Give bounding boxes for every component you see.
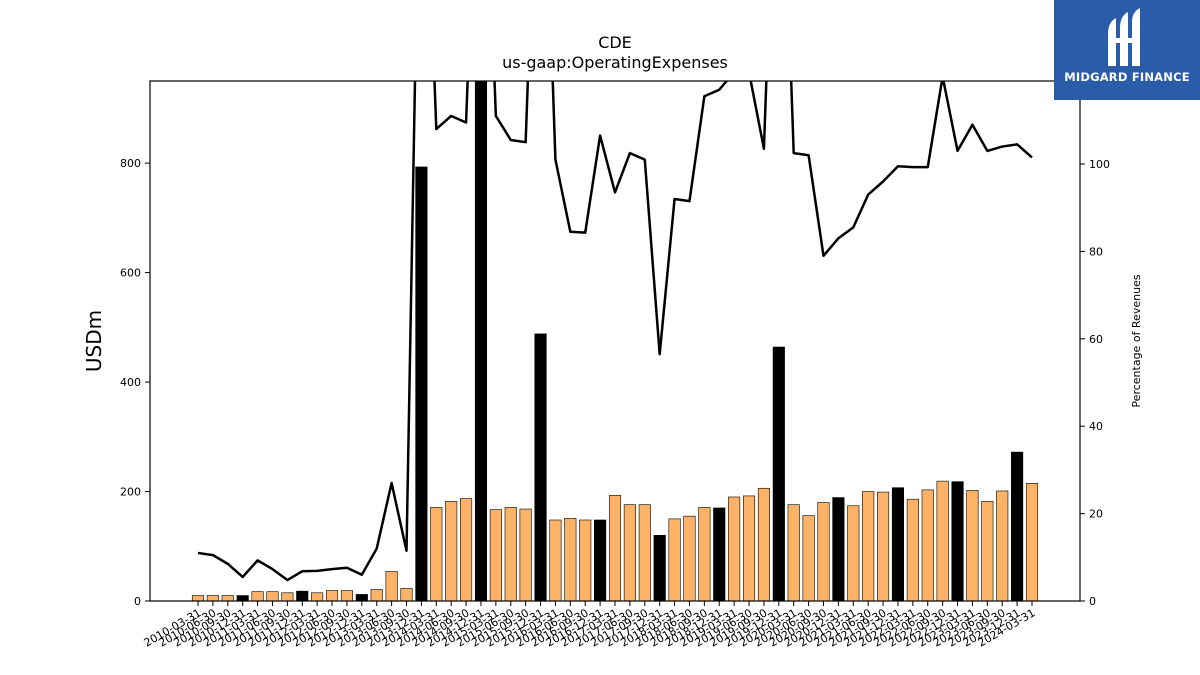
bar (951, 481, 964, 601)
y2-tick-label: 40 (1089, 420, 1103, 433)
bar (340, 590, 353, 601)
logo-text: MIDGARD FINANCE (1064, 70, 1190, 84)
bar (683, 515, 696, 601)
y2-tick-label: 20 (1089, 508, 1103, 521)
bar (296, 590, 309, 601)
y-tick-label: 200 (120, 486, 141, 499)
logo: MIDGARD FINANCE (1054, 0, 1200, 100)
bar (668, 518, 681, 601)
bar (474, 81, 488, 601)
y-tick-label: 600 (120, 267, 141, 280)
bar (802, 515, 815, 601)
y-tick-label: 400 (120, 376, 141, 389)
chart-subtitle: us-gaap:OperatingExpenses (502, 53, 728, 72)
bar (430, 507, 443, 601)
y2-tick-label: 0 (1089, 595, 1096, 608)
bar (787, 504, 800, 601)
bar (906, 498, 919, 601)
y2-tick-label: 60 (1089, 333, 1103, 346)
bar (728, 496, 741, 601)
bar (623, 504, 636, 601)
y2-tick-label: 80 (1089, 245, 1103, 258)
bar (742, 495, 756, 601)
bar (936, 480, 949, 601)
bar (862, 491, 875, 601)
y-axis-right: 0 20 40 60 80 100 (1080, 158, 1110, 608)
line-series (197, 81, 1033, 582)
bar (325, 590, 339, 601)
bar (221, 595, 234, 601)
bar (638, 504, 651, 601)
bar (549, 519, 562, 601)
bar (400, 588, 413, 601)
bar (236, 595, 249, 601)
logo-mark-icon (1108, 8, 1140, 66)
bar (311, 592, 324, 601)
bar (266, 591, 279, 601)
bar (281, 592, 294, 601)
bar (504, 507, 517, 601)
bar (847, 505, 860, 601)
bar (519, 508, 532, 601)
x-axis: 2010-03-312010-06-302010-09-302010-12-31… (142, 601, 1038, 650)
bar (981, 501, 994, 601)
bar (698, 507, 711, 601)
bar (921, 489, 934, 601)
bar-series (191, 81, 1039, 601)
bar (1011, 451, 1024, 601)
y2-tick-label: 100 (1089, 158, 1110, 171)
bar (564, 518, 577, 601)
chart-title: CDE (598, 33, 632, 52)
bar (832, 497, 845, 601)
bar (817, 502, 830, 601)
bar (877, 491, 890, 601)
bar (1025, 483, 1039, 601)
bar (594, 519, 607, 601)
bar (772, 346, 785, 601)
bar (191, 595, 205, 601)
bar (370, 589, 383, 601)
bar (489, 509, 502, 601)
y-axis-label-left: USDm (82, 310, 106, 372)
bar (445, 501, 458, 601)
y-tick-label: 0 (134, 595, 141, 608)
bar (653, 535, 666, 601)
bar (757, 487, 770, 601)
y-axis-left: 0 200 400 600 800 (120, 157, 150, 608)
line-path (197, 81, 1033, 582)
bar (385, 571, 398, 601)
bar (355, 594, 368, 601)
bar (966, 490, 979, 601)
bar (579, 519, 592, 601)
bar (415, 166, 428, 601)
bar (891, 487, 905, 601)
bar (251, 591, 264, 601)
bar (534, 333, 547, 601)
y-axis-label-right: Percentage of Revenues (1130, 274, 1143, 407)
bar (206, 595, 219, 601)
bar (608, 495, 622, 601)
bar (713, 507, 726, 601)
y-tick-label: 800 (120, 157, 141, 170)
bar (460, 498, 473, 601)
bar (996, 490, 1009, 601)
